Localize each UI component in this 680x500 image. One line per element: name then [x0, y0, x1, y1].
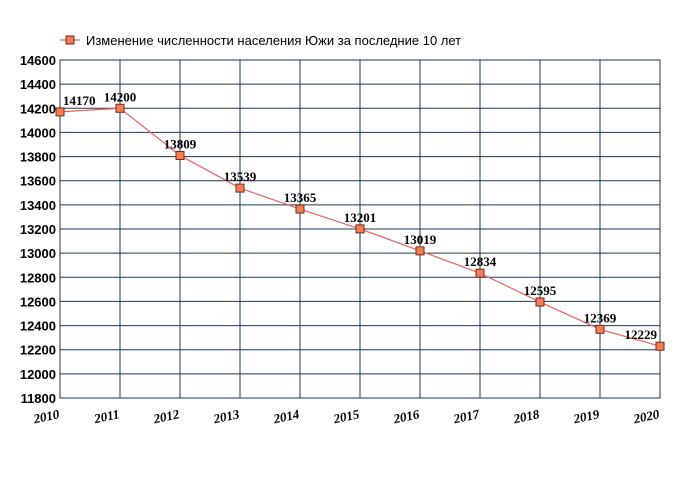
data-point	[295, 204, 305, 214]
y-tick-label: 12000	[20, 367, 56, 382]
data-label: 12595	[524, 283, 557, 298]
y-tick-label: 12200	[20, 343, 56, 358]
data-label: 13365	[284, 190, 317, 205]
data-point	[595, 324, 605, 334]
x-tick-label: 2018	[511, 406, 541, 426]
x-tick-label: 2011	[92, 406, 121, 426]
data-labels: 14170 14200 13809 13539 13365 13201 13019 12834…	[63, 89, 658, 342]
data-label: 12369	[584, 310, 617, 325]
data-label: 13539	[224, 169, 257, 184]
y-tick-label: 14600	[20, 53, 56, 68]
y-tick-label: 13400	[20, 198, 56, 213]
grid	[59, 59, 661, 399]
y-tick-label: 13800	[20, 150, 56, 165]
data-label: 14200	[104, 89, 137, 104]
y-tick-label: 13600	[20, 174, 56, 189]
y-tick-label: 13200	[20, 222, 56, 237]
y-tick-label: 13000	[20, 246, 56, 261]
data-label: 13809	[164, 136, 197, 151]
legend-marker	[65, 35, 75, 45]
y-tick-label: 12800	[20, 270, 56, 285]
y-tick-label: 11800	[21, 391, 56, 406]
data-point	[55, 107, 65, 117]
data-point	[115, 103, 125, 113]
y-tick-label: 14200	[20, 101, 56, 116]
x-tick-label: 2016	[391, 406, 421, 426]
y-tick-label: 14000	[20, 125, 56, 140]
y-tick-label: 12400	[20, 319, 56, 334]
legend: Изменение численности населения Южи за п…	[60, 33, 461, 48]
data-point	[415, 246, 425, 256]
x-tick-label: 2012	[151, 406, 181, 426]
series-layer	[55, 103, 665, 351]
data-point	[655, 341, 665, 351]
y-axis-ticks: 11800 12000 12200 12400 12600 12800 13000 13200…	[20, 53, 56, 406]
data-label: 12834	[464, 254, 497, 269]
data-point	[175, 150, 185, 160]
data-point	[355, 224, 365, 234]
legend-label: Изменение численности населения Южи за п…	[86, 33, 461, 48]
x-tick-label: 2019	[571, 406, 601, 426]
data-label: 14170	[63, 93, 96, 108]
x-tick-label: 2010	[31, 406, 61, 426]
x-tick-label: 2013	[211, 406, 241, 426]
x-tick-label: 2020	[631, 406, 661, 426]
y-tick-label: 12600	[20, 294, 56, 309]
data-point	[475, 268, 485, 278]
x-tick-label: 2014	[271, 406, 301, 426]
data-point	[535, 297, 545, 307]
data-label: 12229	[625, 327, 658, 342]
x-tick-label: 2017	[451, 406, 481, 426]
data-point	[235, 183, 245, 193]
x-tick-label: 2015	[331, 406, 361, 426]
y-tick-label: 14400	[20, 77, 56, 92]
data-label: 13019	[404, 232, 437, 247]
x-axis-ticks: 2010 2011 2012 2013 2014 2015 2016 2017 2018 2019…	[31, 406, 661, 426]
data-label: 13201	[344, 210, 377, 225]
plot-frame	[59, 59, 661, 399]
